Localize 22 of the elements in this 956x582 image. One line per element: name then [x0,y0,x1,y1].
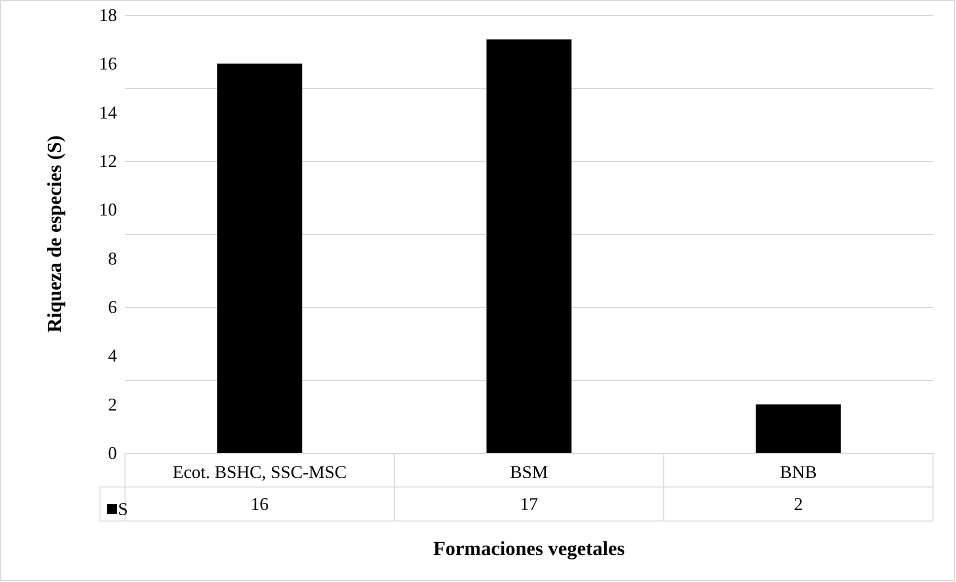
bar [217,64,302,453]
y-tick-label: 18 [99,5,117,25]
bar [486,39,572,453]
x-tick-label: BSM [510,462,548,482]
x-axis-title: Formaciones vegetales [433,538,626,560]
y-tick-label: 8 [108,248,117,268]
y-tick-label: 2 [108,394,117,414]
legend-label: S [118,499,128,519]
y-tick-label: 6 [108,297,117,317]
y-tick-label: 10 [99,200,117,220]
y-tick-label: 4 [108,346,117,366]
y-tick-label: 12 [99,151,117,171]
y-tick-label: 14 [99,102,117,122]
bar [756,404,841,453]
x-tick-label: Ecot. BSHC, SSC-MSC [172,462,347,482]
x-tick-label: BNB [780,462,817,482]
data-label: 17 [520,494,538,514]
data-label: 16 [250,494,269,514]
y-axis-title: Riqueza de especies (S) [44,135,66,333]
data-label: 2 [794,494,803,514]
y-tick-label: 16 [99,54,117,74]
y-tick-label: 0 [108,443,117,463]
